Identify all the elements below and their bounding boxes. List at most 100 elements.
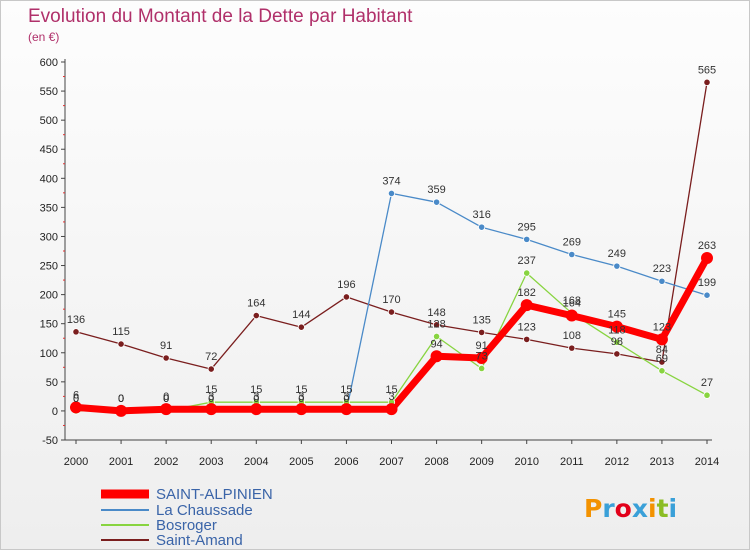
data-label: 3 bbox=[253, 391, 259, 403]
x-tick-label: 2004 bbox=[244, 456, 268, 468]
data-label: 0 bbox=[163, 391, 169, 403]
data-label: 168 bbox=[563, 295, 581, 307]
data-label: 0 bbox=[73, 393, 79, 405]
y-tick-label: 500 bbox=[40, 115, 58, 127]
y-tick-label: 0 bbox=[52, 406, 58, 418]
data-label: 91 bbox=[476, 340, 488, 352]
x-tick-label: 2013 bbox=[650, 456, 674, 468]
data-label: 15 bbox=[340, 384, 352, 396]
data-point-s3 bbox=[117, 340, 125, 348]
legend-label: Saint-Amand bbox=[156, 532, 243, 549]
data-label: 123 bbox=[653, 321, 671, 333]
data-label: 359 bbox=[427, 184, 445, 196]
chart-title: Evolution du Montant de la Dette par Hab… bbox=[28, 6, 413, 27]
y-tick-label: 350 bbox=[40, 202, 58, 214]
data-label: 144 bbox=[292, 309, 310, 321]
x-tick-label: 2009 bbox=[469, 456, 493, 468]
y-tick-label: 550 bbox=[40, 86, 58, 98]
data-point-s1 bbox=[523, 235, 531, 243]
data-label: 164 bbox=[563, 298, 581, 310]
x-tick-label: 2012 bbox=[605, 456, 629, 468]
data-label: 565 bbox=[698, 64, 716, 76]
data-label: 3 bbox=[298, 391, 304, 403]
data-point-s0 bbox=[701, 251, 713, 264]
data-point-s3 bbox=[432, 321, 441, 329]
legend-swatch bbox=[101, 489, 149, 499]
data-point-s3 bbox=[252, 311, 260, 320]
data-label: 128 bbox=[427, 318, 445, 330]
y-tick-label: 150 bbox=[40, 319, 58, 331]
data-label: 115 bbox=[112, 326, 130, 338]
x-tick-label: 2005 bbox=[289, 456, 313, 468]
data-label: 135 bbox=[472, 314, 490, 326]
data-label: 73 bbox=[476, 350, 488, 362]
legend-swatch bbox=[101, 509, 149, 511]
data-label: 3 bbox=[343, 391, 349, 403]
x-tick-label: 2006 bbox=[334, 456, 358, 468]
y-tick-label: 50 bbox=[46, 377, 58, 389]
data-label: 98 bbox=[611, 336, 623, 348]
y-tick-label: 400 bbox=[40, 173, 58, 185]
x-tick-label: 2014 bbox=[695, 456, 719, 468]
data-point-s2 bbox=[658, 367, 666, 375]
data-point-s3 bbox=[342, 293, 351, 301]
data-label: 316 bbox=[472, 209, 490, 221]
data-label: 148 bbox=[427, 307, 445, 319]
data-label: 136 bbox=[67, 314, 85, 326]
y-tick-label: 100 bbox=[40, 348, 58, 360]
chart-subtitle: (en €) bbox=[28, 30, 59, 44]
data-label: 0 bbox=[118, 393, 124, 405]
data-label: 223 bbox=[653, 263, 671, 275]
y-tick-label: -50 bbox=[42, 435, 58, 447]
data-point-s3 bbox=[613, 350, 621, 358]
data-label: 15 bbox=[295, 384, 307, 396]
y-tick-label: 600 bbox=[40, 57, 58, 69]
legend-swatch bbox=[101, 524, 149, 526]
legend-swatch bbox=[101, 539, 149, 541]
data-point-s1 bbox=[658, 277, 666, 285]
data-point-s0 bbox=[160, 403, 173, 416]
data-point-s3 bbox=[162, 354, 170, 362]
data-point-s0 bbox=[250, 403, 263, 416]
data-point-s3 bbox=[387, 308, 396, 316]
legend-label: La Chaussade bbox=[156, 502, 253, 519]
data-label: 0 bbox=[118, 393, 124, 405]
data-point-s1 bbox=[432, 198, 441, 206]
y-tick-label: 300 bbox=[40, 231, 58, 243]
data-label: 27 bbox=[701, 377, 713, 389]
data-label: 3 bbox=[208, 391, 214, 403]
data-label: 123 bbox=[518, 321, 536, 333]
data-label: 199 bbox=[698, 277, 716, 289]
data-point-s0 bbox=[475, 352, 488, 365]
data-point-s3 bbox=[658, 358, 666, 366]
x-tick-label: 2000 bbox=[64, 456, 88, 468]
data-point-s1 bbox=[613, 262, 621, 270]
data-label: 0 bbox=[298, 393, 304, 405]
data-point-s0 bbox=[385, 403, 398, 416]
data-label: 0 bbox=[343, 393, 349, 405]
data-label: 0 bbox=[253, 393, 259, 405]
data-point-s3 bbox=[297, 323, 305, 331]
data-point-s3 bbox=[523, 335, 531, 343]
data-label: 196 bbox=[337, 279, 355, 291]
data-label: 374 bbox=[382, 175, 400, 187]
data-label: 269 bbox=[563, 236, 581, 248]
data-point-s1 bbox=[568, 250, 576, 259]
data-point-s3 bbox=[568, 344, 576, 352]
y-tick-label: 450 bbox=[40, 144, 58, 156]
data-label: 145 bbox=[608, 309, 626, 321]
data-label: 91 bbox=[160, 340, 172, 352]
x-tick-label: 2003 bbox=[199, 456, 223, 468]
data-label: 69 bbox=[656, 353, 668, 365]
data-point-s0 bbox=[115, 404, 128, 417]
data-point-s3 bbox=[703, 78, 711, 86]
legend-label: Bosroger bbox=[156, 517, 217, 534]
data-point-s3 bbox=[72, 328, 80, 336]
data-point-s3 bbox=[207, 365, 215, 373]
data-point-s2 bbox=[432, 332, 441, 341]
data-label: 249 bbox=[608, 248, 626, 260]
data-point-s0 bbox=[610, 320, 623, 333]
y-tick-label: 200 bbox=[40, 290, 58, 302]
